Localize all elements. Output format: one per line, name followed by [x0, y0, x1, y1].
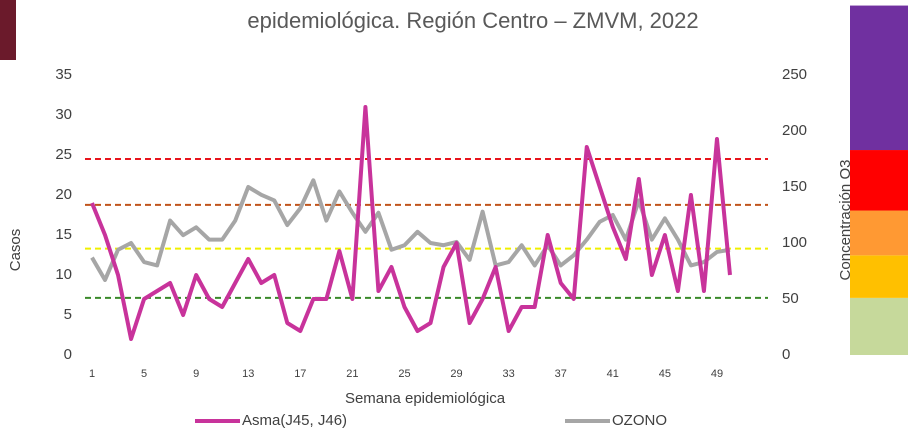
x-axis-title: Semana epidemiológica	[345, 390, 506, 407]
x-tick-label: 13	[242, 368, 254, 380]
scale-band	[850, 150, 908, 211]
logo-edge	[0, 0, 16, 60]
scale-band	[850, 255, 908, 298]
y-axis-title: Casos	[7, 229, 24, 272]
y2-tick-label: 50	[782, 290, 799, 307]
scale-band	[850, 5, 908, 151]
x-tick-label: 9	[193, 368, 199, 380]
y2-tick-label: 150	[782, 178, 807, 195]
x-tick-label: 37	[555, 368, 567, 380]
x-tick-label: 41	[607, 368, 619, 380]
y2-tick-label: 0	[782, 346, 790, 363]
y-tick-label: 5	[64, 306, 72, 323]
y-tick-label: 15	[55, 226, 72, 243]
chart-title: epidemiológica. Región Centro – ZMVM, 20…	[247, 8, 698, 33]
scale-band	[850, 210, 908, 256]
legend-label: OZONO	[612, 412, 667, 429]
scale-band	[850, 297, 908, 355]
y-tick-label: 10	[55, 266, 72, 283]
y-tick-label: 20	[55, 186, 72, 203]
series-line	[90, 105, 732, 341]
x-tick-label: 33	[503, 368, 515, 380]
y2-axis-title: Concentración O3	[837, 160, 854, 281]
x-tick-label: 49	[711, 368, 723, 380]
x-tick-label: 17	[294, 368, 306, 380]
x-tick-label: 21	[346, 368, 358, 380]
x-tick-label: 45	[659, 368, 671, 380]
x-tick-label: 1	[89, 368, 95, 380]
y-tick-label: 35	[55, 66, 72, 83]
x-tick-label: 5	[141, 368, 147, 380]
y-tick-label: 0	[64, 346, 72, 363]
y-tick-label: 30	[55, 106, 72, 123]
x-tick-label: 25	[398, 368, 410, 380]
y-tick-label: 25	[55, 146, 72, 163]
y2-tick-label: 200	[782, 122, 807, 139]
y2-tick-label: 250	[782, 66, 807, 83]
legend-label: Asma(J45, J46)	[242, 412, 347, 429]
x-tick-label: 29	[450, 368, 462, 380]
y2-tick-label: 100	[782, 234, 807, 251]
series-line	[90, 178, 731, 282]
